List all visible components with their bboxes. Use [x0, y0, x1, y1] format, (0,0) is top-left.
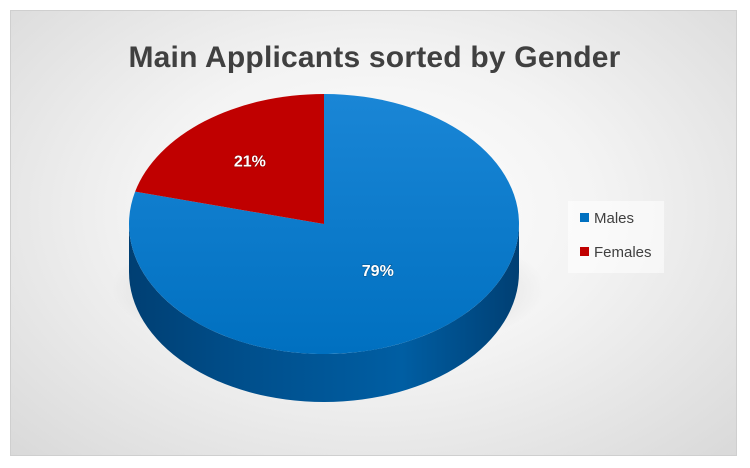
chart-area: Main Applicants sorted by Gender 79% 21% …: [10, 10, 737, 456]
legend-swatch-females: [580, 247, 589, 256]
data-label-males: 79%: [362, 263, 394, 280]
legend-label-females: Females: [594, 244, 652, 261]
legend-item-males: Males: [580, 209, 634, 229]
data-label-females: 21%: [234, 153, 266, 170]
pie-chart: 79% 21%: [111, 94, 545, 402]
pie-slice-females: [135, 94, 324, 224]
legend-item-females: Females: [580, 243, 652, 263]
legend-swatch-males: [580, 213, 589, 222]
chart-title: Main Applicants sorted by Gender: [128, 41, 621, 74]
legend-label-males: Males: [594, 210, 635, 227]
pie-side-males: [129, 224, 519, 402]
legend: Males Females: [568, 201, 664, 273]
